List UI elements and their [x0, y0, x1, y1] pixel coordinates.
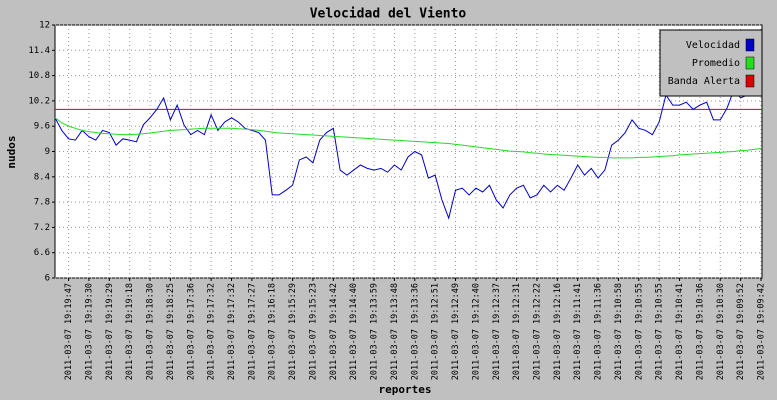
x-tick-label: 2011-03-07 19:12:22 [532, 283, 542, 380]
x-tick-label: 2011-03-07 19:10:41 [675, 283, 685, 380]
y-tick-label: 10.2 [28, 96, 50, 106]
x-tick-label: 2011-03-07 19:13:59 [370, 283, 380, 380]
x-tick-label: 2011-03-07 19:17:27 [247, 283, 257, 380]
legend-label: Banda Alerta [668, 76, 740, 87]
marks [54, 88, 762, 220]
y-tick-label: 6.6 [34, 248, 50, 258]
x-tick-label: 2011-03-07 19:17:32 [207, 283, 217, 380]
x-tick-label: 2011-03-07 19:09:52 [736, 283, 746, 380]
legend: Velocidad Promedio Banda Alerta [659, 29, 763, 97]
grid: 6 6.6 7.2 7.8 8.4 9 9.6 10.2 10.8 11.4 12 2011-03-0… [28, 21, 766, 381]
x-tick-label: 2011-03-07 19:15:29 [288, 283, 298, 380]
series-line [54, 117, 762, 159]
y-tick-label: 7.8 [34, 198, 50, 208]
x-tick-label: 2011-03-07 19:12:16 [553, 283, 563, 380]
x-tick-label: 2011-03-07 19:09:42 [757, 283, 767, 380]
y-axis-label: nudos [5, 135, 18, 168]
series-line [54, 88, 762, 220]
x-tick-label: 2011-03-07 19:13:48 [390, 283, 400, 380]
x-tick-label: 2011-03-07 19:19:30 [84, 283, 94, 380]
x-tick-label: 2011-03-07 19:19:47 [64, 283, 74, 380]
y-tick-label: 9.6 [34, 122, 50, 132]
x-tick-label: 2011-03-07 19:14:40 [349, 283, 359, 380]
x-tick-label: 2011-03-07 19:16:18 [268, 283, 278, 380]
x-tick-label: 2011-03-07 19:14:42 [329, 283, 339, 380]
x-tick-label: 2011-03-07 19:15:23 [308, 283, 318, 380]
x-tick-label: 2011-03-07 19:18:30 [146, 283, 156, 380]
x-tick-label: 2011-03-07 19:11:41 [573, 283, 583, 380]
chart-title: Velocidad del Viento [310, 7, 467, 22]
y-tick-label: 11.4 [28, 46, 50, 56]
x-tick-label: 2011-03-07 19:10:36 [695, 283, 705, 380]
y-tick-label: 12 [39, 21, 50, 31]
x-tick-label: 2011-03-07 19:12:31 [512, 283, 522, 380]
x-tick-label: 2011-03-07 19:10:30 [716, 283, 726, 380]
x-tick-label: 2011-03-07 19:17:32 [227, 283, 237, 380]
y-tick-label: 7.2 [34, 223, 50, 233]
x-tick-label: 2011-03-07 19:12:40 [471, 283, 481, 380]
legend-swatch [745, 56, 755, 70]
x-tick-label: 2011-03-07 19:19:29 [105, 283, 115, 380]
legend-swatch [745, 74, 755, 88]
legend-label: Velocidad [686, 40, 740, 51]
y-tick-label: 6 [45, 274, 50, 284]
x-tick-label: 2011-03-07 19:19:18 [125, 283, 135, 380]
x-tick-label: 2011-03-07 19:10:55 [655, 283, 665, 380]
x-axis-label: reportes [379, 383, 432, 396]
x-tick-label: 2011-03-07 19:12:49 [451, 283, 461, 380]
x-tick-label: 2011-03-07 19:10:55 [634, 283, 644, 380]
x-tick-label: 2011-03-07 19:12:51 [431, 283, 441, 380]
x-tick-label: 2011-03-07 19:17:36 [186, 283, 196, 380]
x-tick-label: 2011-03-07 19:10:58 [614, 283, 624, 380]
legend-swatch [745, 38, 755, 52]
y-tick-label: 9 [45, 147, 50, 157]
y-tick-label: 10.8 [28, 71, 50, 81]
plot-area [54, 24, 763, 279]
x-tick-label: 2011-03-07 19:11:36 [594, 283, 604, 380]
x-tick-label: 2011-03-07 19:13:36 [410, 283, 420, 380]
legend-box [659, 29, 763, 97]
y-tick-label: 8.4 [34, 172, 50, 182]
x-tick-label: 2011-03-07 19:18:25 [166, 283, 176, 380]
legend-label: Promedio [692, 58, 740, 69]
x-tick-label: 2011-03-07 19:12:37 [492, 283, 502, 380]
